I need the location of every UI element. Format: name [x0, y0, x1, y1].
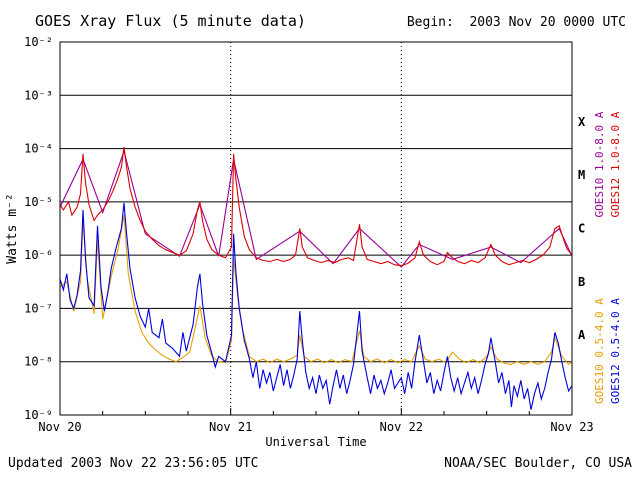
y-tick-label: 10⁻⁷: [24, 301, 53, 315]
x-axis-label: Universal Time: [265, 435, 366, 449]
series-line-goes10-0-5-4-0-a: [60, 215, 572, 366]
y-tick-label: 10⁻²: [24, 35, 53, 49]
x-tick-label: Nov 23: [550, 420, 593, 434]
legend-goes12-1-0-8-0-a: GOES12 1.0-8.0 A: [609, 111, 622, 217]
x-tick-label: Nov 21: [209, 420, 252, 434]
x-tick-label: Nov 22: [380, 420, 423, 434]
page-header: GOES Xray Flux (5 minute data) Begin: 20…: [0, 0, 640, 30]
chart-title: GOES Xray Flux (5 minute data): [35, 12, 306, 30]
updated-timestamp: Updated 2003 Nov 22 23:56:05 UTC: [8, 456, 259, 471]
flare-class-b: B: [578, 275, 585, 289]
x-tick-label: Nov 20: [38, 420, 81, 434]
y-tick-label: 10⁻⁶: [24, 248, 53, 262]
plot-border: [59, 41, 573, 416]
y-tick-label: 10⁻⁹: [24, 408, 53, 422]
y-tick-label: 10⁻⁴: [24, 142, 53, 156]
series-line-goes12-1-0-8-0-a: [60, 146, 572, 267]
series-line-goes12-0-5-4-0-a: [60, 202, 572, 410]
flare-class-c: C: [578, 222, 585, 236]
page-footer: Updated 2003 Nov 22 23:56:05 UTC NOAA/SE…: [0, 450, 640, 480]
y-tick-label: 10⁻³: [24, 88, 53, 102]
y-axis-label: Watts m⁻²: [5, 193, 20, 263]
flare-class-a: A: [578, 328, 586, 342]
series-line-goes10-1-0-8-0-a: [60, 149, 572, 268]
flare-class-x: X: [578, 115, 586, 129]
organization-label: NOAA/SEC Boulder, CO USA: [444, 456, 632, 471]
begin-time-label: Begin: 2003 Nov 20 0000 UTC: [406, 15, 626, 30]
flare-class-m: M: [578, 168, 585, 182]
y-tick-label: 10⁻⁵: [24, 195, 53, 209]
y-tick-label: 10⁻⁸: [24, 355, 53, 369]
legend-goes10-0-5-4-0-a: GOES10 0.5-4.0 A: [593, 298, 606, 404]
legend-goes10-1-0-8-0-a: GOES10 1.0-8.0 A: [593, 111, 606, 217]
legend-goes12-0-5-4-0-a: GOES12 0.5-4.0 A: [609, 298, 622, 404]
